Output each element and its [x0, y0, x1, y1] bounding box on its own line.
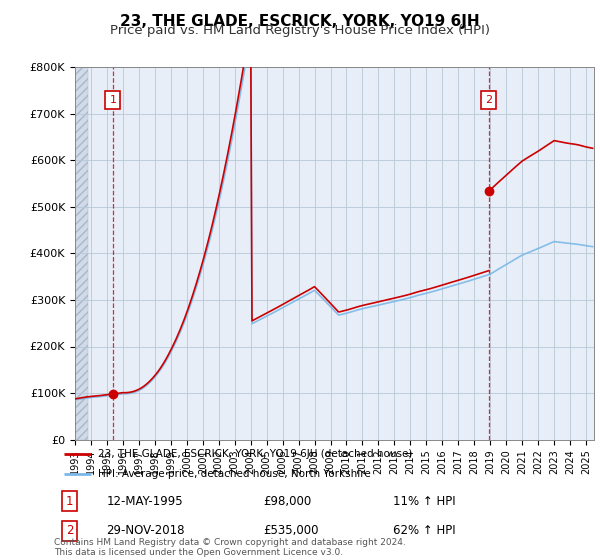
Text: 1: 1: [109, 95, 116, 105]
Text: 29-NOV-2018: 29-NOV-2018: [106, 525, 185, 538]
Text: Contains HM Land Registry data © Crown copyright and database right 2024.
This d: Contains HM Land Registry data © Crown c…: [54, 538, 406, 557]
Text: 23, THE GLADE, ESCRICK, YORK, YO19 6JH (detached house): 23, THE GLADE, ESCRICK, YORK, YO19 6JH (…: [98, 449, 413, 459]
Text: £98,000: £98,000: [263, 495, 311, 508]
Text: 11% ↑ HPI: 11% ↑ HPI: [394, 495, 456, 508]
Text: 23, THE GLADE, ESCRICK, YORK, YO19 6JH: 23, THE GLADE, ESCRICK, YORK, YO19 6JH: [120, 14, 480, 29]
Text: Price paid vs. HM Land Registry's House Price Index (HPI): Price paid vs. HM Land Registry's House …: [110, 24, 490, 36]
Text: HPI: Average price, detached house, North Yorkshire: HPI: Average price, detached house, Nort…: [98, 469, 371, 479]
Text: 1: 1: [66, 495, 73, 508]
Text: 2: 2: [485, 95, 493, 105]
Text: £535,000: £535,000: [263, 525, 319, 538]
Text: 62% ↑ HPI: 62% ↑ HPI: [394, 525, 456, 538]
Text: 12-MAY-1995: 12-MAY-1995: [106, 495, 183, 508]
Text: 2: 2: [66, 525, 73, 538]
